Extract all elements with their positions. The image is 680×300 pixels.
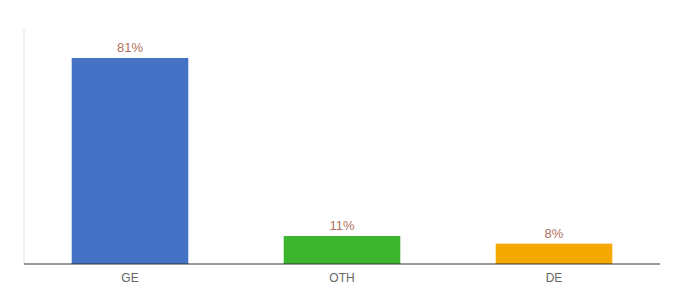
data-label: 11% xyxy=(329,218,354,233)
x-axis-line xyxy=(24,264,660,265)
x-tick-label: OTH xyxy=(329,271,354,285)
chart-container: GE OTH DE 81% 11% 8% xyxy=(0,0,680,300)
data-label: 8% xyxy=(545,226,564,241)
data-label: 81% xyxy=(117,40,143,55)
x-tick-label: GE xyxy=(121,271,138,285)
bar xyxy=(72,58,189,264)
x-tick-label: DE xyxy=(546,271,563,285)
chart-svg: GE OTH DE 81% 11% 8% xyxy=(0,0,680,300)
bar xyxy=(284,236,401,264)
bars xyxy=(72,58,613,264)
y-range-line xyxy=(24,30,25,264)
bar xyxy=(496,244,613,264)
